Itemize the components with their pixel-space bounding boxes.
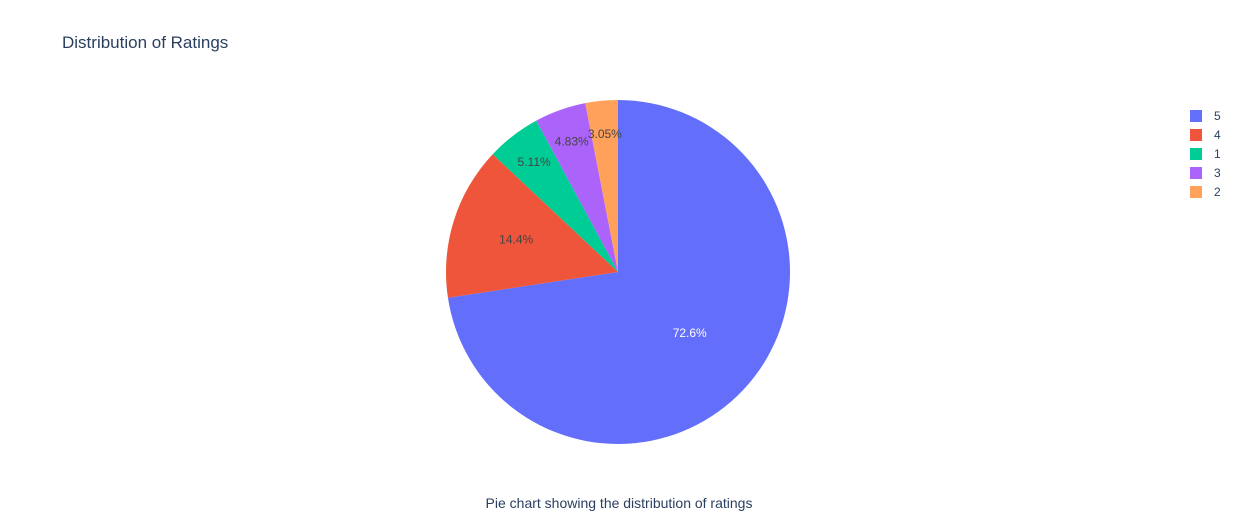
legend-item-3[interactable]: 3 [1190, 163, 1240, 182]
pie-slices [446, 100, 790, 444]
legend-label: 1 [1214, 146, 1221, 161]
pie-slice-2[interactable] [585, 100, 618, 272]
legend-label: 4 [1214, 127, 1221, 142]
legend-item-2[interactable]: 2 [1190, 182, 1240, 201]
slice-label-3: 4.83% [555, 135, 589, 149]
pie-slice-1[interactable] [492, 120, 618, 272]
legend-item-1[interactable]: 1 [1190, 144, 1240, 163]
pie-slice-labels: 72.6% 14.4% 5.11% 4.83%3.05% [499, 127, 707, 340]
pie-slice-4[interactable] [446, 154, 618, 298]
slice-label-4: 14.4% [499, 232, 533, 246]
legend-swatch [1190, 147, 1202, 160]
legend: 5 4 1 3 2 [1190, 106, 1240, 201]
pie-slice-3[interactable] [536, 103, 618, 272]
slice-label-1: 5.11% [518, 155, 551, 169]
slice-label-5: 72.6% [673, 326, 707, 340]
legend-item-4[interactable]: 4 [1190, 125, 1240, 144]
slice-label-2: 3.05% [588, 127, 622, 141]
legend-label: 3 [1214, 165, 1221, 180]
chart-caption: Pie chart showing the distribution of ra… [485, 495, 753, 511]
chart-title: Distribution of Ratings [62, 33, 229, 52]
legend-swatch [1190, 185, 1202, 198]
pie-slice-5[interactable] [447, 100, 790, 444]
legend-label: 5 [1214, 108, 1221, 123]
legend-swatch [1190, 166, 1202, 179]
legend-label: 2 [1214, 184, 1221, 199]
legend-item-5[interactable]: 5 [1190, 106, 1240, 125]
legend-swatch [1190, 128, 1202, 141]
legend-swatch [1190, 109, 1202, 122]
